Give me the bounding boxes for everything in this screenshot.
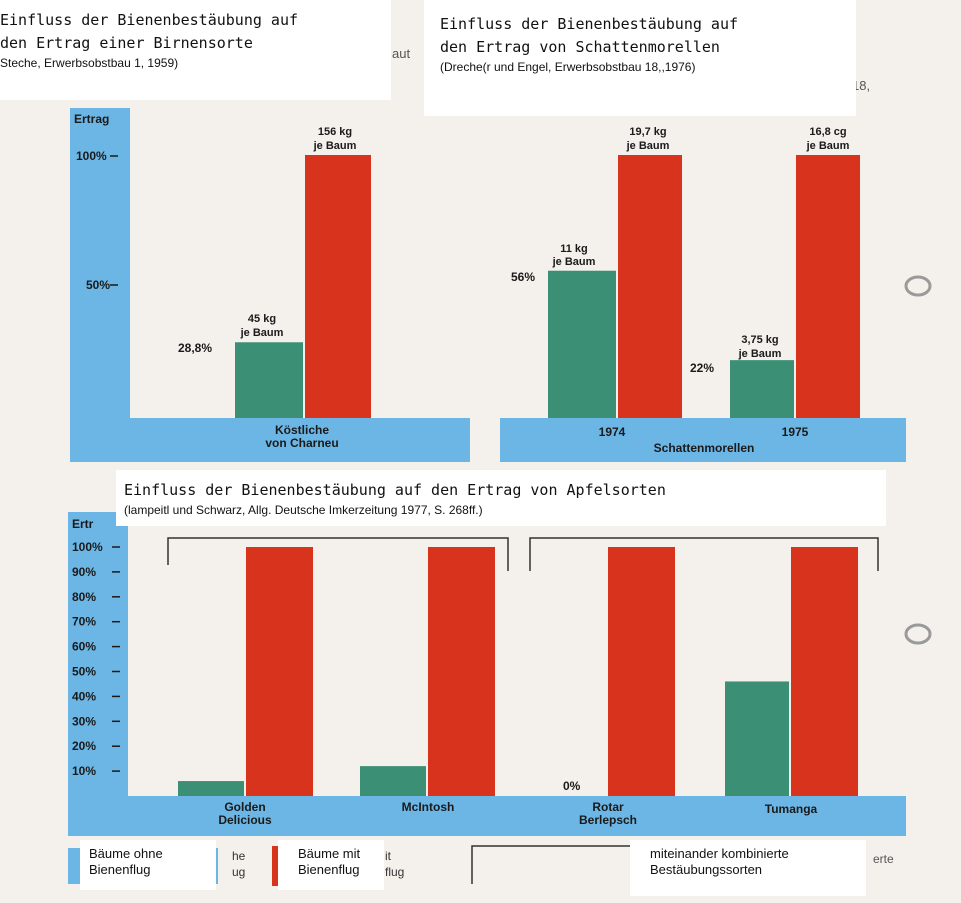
pear-bar-without-bees <box>235 342 303 418</box>
caption-pear: Einfluss der Bienenbestäubung auf den Er… <box>0 0 391 100</box>
apples-cat-mcintosh: McIntosh <box>402 800 455 814</box>
caption-apples-title: Einfluss der Bienenbestäubung auf den Er… <box>124 481 666 499</box>
apples-cat-tumanga: Tumanga <box>765 802 818 816</box>
cherries-x-axis-band <box>500 418 906 462</box>
legend-with-line1: Bäume mit <box>298 846 361 861</box>
apples-cat-berlepsch-line1: Rotar <box>592 800 624 814</box>
caption-apples-source: (lampeitl und Schwarz, Allg. Deutsche Im… <box>124 503 483 517</box>
caption-cherries: Einfluss der Bienenbestäubung auf den Er… <box>424 0 856 116</box>
cherries-1974-bar-without-bees <box>548 270 616 418</box>
cherries-1975-green-kg-unit: je Baum <box>738 348 782 360</box>
pear-red-kg-label: 156 kg <box>318 126 352 138</box>
apples-berlepsch-zero-label: 0% <box>563 779 581 793</box>
apples-ytick-100: 100% <box>72 540 103 554</box>
cherries-1975-bar-with-bees <box>796 155 860 418</box>
apples-berlepsch-bar-with-bees <box>608 547 675 796</box>
cherries-1975-green-pct: 22% <box>690 361 714 375</box>
chart-apples: Ertr 100%90%80%70%60%50%40%30%20%10% 0% … <box>68 512 906 836</box>
pear-ytick-50: 50% <box>86 278 110 292</box>
bg-fragment-18: 18, <box>852 78 870 93</box>
apples-bracket-left <box>167 537 509 571</box>
apples-mcintosh-bar-with-bees <box>428 547 495 796</box>
pear-y-axis-label: Ertrag <box>74 112 109 126</box>
apples-tumanga-bar-with-bees <box>791 547 858 796</box>
caption-cherries-source: (Dreche(r und Engel, Erwerbsobstbau 18,,… <box>440 60 696 74</box>
legend-combined: miteinander kombinierte Bestäubungssorte… <box>630 840 866 896</box>
apples-golden-bar-without-bees <box>178 781 244 796</box>
cherries-1975-red-kg: 16,8 cg <box>809 126 846 138</box>
legend-combined-line1: miteinander kombinierte <box>650 846 789 861</box>
bg-fragment-flug: flug <box>385 865 404 879</box>
legend-with-line2: Bienenflug <box>298 862 360 877</box>
cherries-category-1974: 1974 <box>599 425 626 439</box>
apples-ytick-80: 80% <box>72 590 96 604</box>
legend-bracket <box>471 845 650 884</box>
cherries-1974-red-kg: 19,7 kg <box>629 126 666 138</box>
cherries-1975-bar-without-bees <box>730 360 794 418</box>
apples-y-axis-label: Ertr <box>72 517 94 531</box>
cherries-1975-green-kg: 3,75 kg <box>741 334 778 346</box>
cherries-1974-bar-with-bees <box>618 155 682 418</box>
caption-cherries-title-line2: den Ertrag von Schattenmorellen <box>440 38 720 56</box>
apples-y-ticks: 100% 90% 80% 70% 60% 50% 40% 30% 20% 10% <box>72 540 120 778</box>
apples-y-axis-band <box>68 512 128 812</box>
apples-ytick-90: 90% <box>72 565 96 579</box>
apples-ytick-30: 30% <box>72 714 96 728</box>
pear-bar-with-bees <box>305 155 371 418</box>
cherries-1974-green-kg-unit: je Baum <box>552 256 596 268</box>
apples-tumanga-bar-without-bees <box>725 681 789 796</box>
caption-pear-source: Steche, Erwerbsobstbau 1, 1959) <box>0 56 179 70</box>
pear-category-label-line2: von Charneu <box>265 436 338 450</box>
cherries-group-label: Schattenmorellen <box>654 441 755 455</box>
apples-mcintosh-bar-without-bees <box>360 766 426 796</box>
cherries-1975-red-kg-unit: je Baum <box>806 140 850 152</box>
apples-ytick-40: 40% <box>72 689 96 703</box>
cherries-1974-green-pct: 56% <box>511 270 535 284</box>
chart-pear: Ertrag 100% 50% 28,8% 45 kg je Baum 156 … <box>70 108 470 462</box>
apples-x-axis-band <box>68 796 906 836</box>
apples-ytick-70: 70% <box>72 615 96 629</box>
pear-ytick-100: 100% <box>76 149 107 163</box>
cherries-1974-green-kg: 11 kg <box>560 243 588 255</box>
caption-cherries-title-line1: Einfluss der Bienenbestäubung auf <box>440 15 739 33</box>
pear-category-label-line1: Köstliche <box>275 423 329 437</box>
pear-x-axis-band <box>70 418 470 462</box>
apples-cat-berlepsch-line2: Berlepsch <box>579 813 637 827</box>
apples-golden-bar-with-bees <box>246 547 313 796</box>
legend-without-line2: Bienenflug <box>89 862 151 877</box>
pear-green-kg-label: 45 kg <box>248 313 276 325</box>
pear-red-kg-unit: je Baum <box>313 140 357 152</box>
bg-fragment-aut: aut <box>392 46 410 61</box>
apples-ytick-50: 50% <box>72 665 96 679</box>
apples-ytick-20: 20% <box>72 739 96 753</box>
legend-with-bees: Bäume mit Bienenflug <box>278 840 384 890</box>
apples-ytick-60: 60% <box>72 640 96 654</box>
cherries-1974-red-kg-unit: je Baum <box>626 140 670 152</box>
caption-pear-title-line2: den Ertrag einer Birnensorte <box>0 34 253 52</box>
pear-green-pct-label: 28,8% <box>178 341 212 355</box>
chart-cherries: 56% 11 kg je Baum 19,7 kg je Baum 22% 3,… <box>500 126 906 462</box>
apples-cat-golden-line2: Delicious <box>218 813 272 827</box>
bg-fragment-it: it <box>385 849 392 863</box>
bg-fragment-erte: erte <box>873 852 894 866</box>
page-circle-mark-top <box>904 275 932 297</box>
apples-ytick-10: 10% <box>72 764 96 778</box>
bg-fragment-he: he <box>232 849 246 863</box>
cherries-category-1975: 1975 <box>782 425 809 439</box>
legend-without-bees: Bäume ohne Bienenflug <box>80 840 216 890</box>
caption-pear-title-line1: Einfluss der Bienenbestäubung auf <box>0 11 299 29</box>
apples-bracket-right <box>529 537 879 571</box>
bg-fragment-ug: ug <box>232 865 245 879</box>
apples-cat-golden-line1: Golden <box>224 800 265 814</box>
page-circle-mark-bottom <box>904 623 932 645</box>
caption-apples: Einfluss der Bienenbestäubung auf den Er… <box>116 470 886 526</box>
pear-y-axis-band <box>70 108 130 430</box>
legend-without-line1: Bäume ohne <box>89 846 163 861</box>
legend-combined-line2: Bestäubungssorten <box>650 862 763 877</box>
pear-green-kg-unit: je Baum <box>240 327 284 339</box>
